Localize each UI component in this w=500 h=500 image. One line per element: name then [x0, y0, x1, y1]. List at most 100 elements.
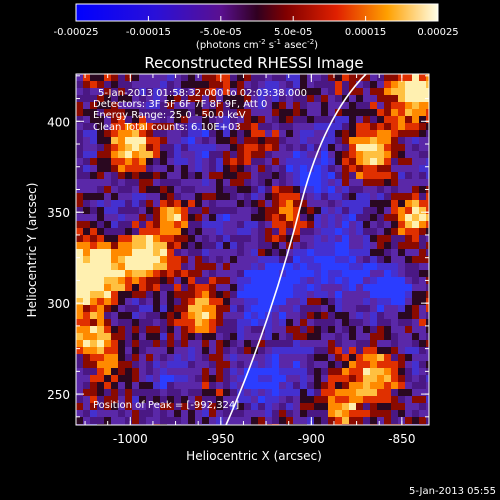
heatmap-pixel [391, 200, 398, 207]
heatmap-pixel [181, 277, 188, 284]
heatmap-pixel [97, 263, 104, 270]
heatmap-pixel [412, 403, 419, 410]
heatmap-pixel [83, 221, 90, 228]
heatmap-pixel [356, 228, 363, 235]
heatmap-pixel [342, 354, 349, 361]
heatmap-pixel [97, 333, 104, 340]
heatmap-pixel [202, 368, 209, 375]
heatmap-pixel [139, 242, 146, 249]
heatmap-pixel [370, 347, 377, 354]
heatmap-pixel [90, 368, 97, 375]
heatmap-pixel [419, 333, 426, 340]
heatmap-pixel [335, 74, 342, 81]
heatmap-pixel [370, 95, 377, 102]
heatmap-pixel [258, 347, 265, 354]
heatmap-pixel [342, 137, 349, 144]
heatmap-pixel [251, 396, 258, 403]
heatmap-pixel [111, 151, 118, 158]
heatmap-pixel [174, 347, 181, 354]
heatmap-pixel [244, 193, 251, 200]
heatmap-pixel [111, 144, 118, 151]
heatmap-pixel [118, 396, 125, 403]
heatmap-pixel [286, 347, 293, 354]
heatmap-pixel [209, 193, 216, 200]
heatmap-pixel [349, 116, 356, 123]
heatmap-pixel [356, 382, 363, 389]
heatmap-pixel [426, 74, 429, 81]
heatmap-pixel [377, 207, 384, 214]
heatmap-pixel [153, 151, 160, 158]
heatmap-pixel [314, 389, 321, 396]
heatmap-pixel [153, 312, 160, 319]
heatmap-pixel [83, 389, 90, 396]
heatmap-pixel [111, 200, 118, 207]
heatmap-pixel [398, 326, 405, 333]
heatmap-pixel [335, 109, 342, 116]
heatmap-pixel [272, 221, 279, 228]
heatmap-pixel [370, 354, 377, 361]
heatmap-pixel [118, 144, 125, 151]
heatmap-pixel [160, 144, 167, 151]
heatmap-pixel [286, 109, 293, 116]
heatmap-pixel [286, 396, 293, 403]
heatmap-pixel [258, 221, 265, 228]
heatmap-pixel [153, 74, 160, 81]
heatmap-pixel [314, 137, 321, 144]
heatmap-pixel [202, 319, 209, 326]
heatmap-pixel [419, 263, 426, 270]
heatmap-pixel [188, 291, 195, 298]
heatmap-pixel [349, 417, 356, 424]
heatmap-pixel [405, 109, 412, 116]
heatmap-pixel [335, 144, 342, 151]
heatmap-pixel [111, 347, 118, 354]
heatmap-pixel [223, 235, 230, 242]
heatmap-pixel [146, 172, 153, 179]
heatmap-pixel [349, 389, 356, 396]
heatmap-pixel [167, 81, 174, 88]
heatmap-pixel [265, 242, 272, 249]
heatmap-pixel [307, 270, 314, 277]
heatmap-pixel [167, 319, 174, 326]
heatmap-pixel [167, 326, 174, 333]
heatmap-pixel [384, 249, 391, 256]
heatmap-pixel [265, 263, 272, 270]
heatmap-pixel [265, 130, 272, 137]
heatmap-pixel [97, 172, 104, 179]
heatmap-pixel [419, 186, 426, 193]
heatmap-pixel [265, 200, 272, 207]
heatmap-pixel [300, 375, 307, 382]
heatmap-pixel [202, 347, 209, 354]
heatmap-pixel [405, 312, 412, 319]
heatmap-pixel [202, 88, 209, 95]
heatmap-pixel [230, 256, 237, 263]
heatmap-pixel [153, 81, 160, 88]
heatmap-pixel [300, 340, 307, 347]
heatmap-pixel [111, 277, 118, 284]
heatmap-pixel [104, 389, 111, 396]
heatmap-pixel [426, 284, 429, 291]
heatmap-pixel [328, 256, 335, 263]
heatmap-pixel [111, 242, 118, 249]
heatmap-pixel [223, 354, 230, 361]
heatmap-pixel [335, 354, 342, 361]
heatmap-pixel [272, 277, 279, 284]
heatmap-pixel [279, 354, 286, 361]
heatmap-pixel [237, 109, 244, 116]
heatmap-pixel [195, 137, 202, 144]
heatmap-pixel [132, 256, 139, 263]
heatmap-pixel [272, 151, 279, 158]
heatmap-pixel [258, 95, 265, 102]
heatmap-pixel [258, 361, 265, 368]
heatmap-pixel [181, 298, 188, 305]
heatmap-pixel [412, 186, 419, 193]
heatmap-pixel [209, 242, 216, 249]
heatmap-pixel [230, 200, 237, 207]
heatmap-pixel [405, 291, 412, 298]
heatmap-pixel [405, 256, 412, 263]
heatmap-pixel [83, 242, 90, 249]
heatmap-pixel [104, 109, 111, 116]
heatmap-pixel [384, 340, 391, 347]
heatmap-pixel [209, 319, 216, 326]
heatmap-pixel [419, 81, 426, 88]
heatmap-pixel [188, 263, 195, 270]
